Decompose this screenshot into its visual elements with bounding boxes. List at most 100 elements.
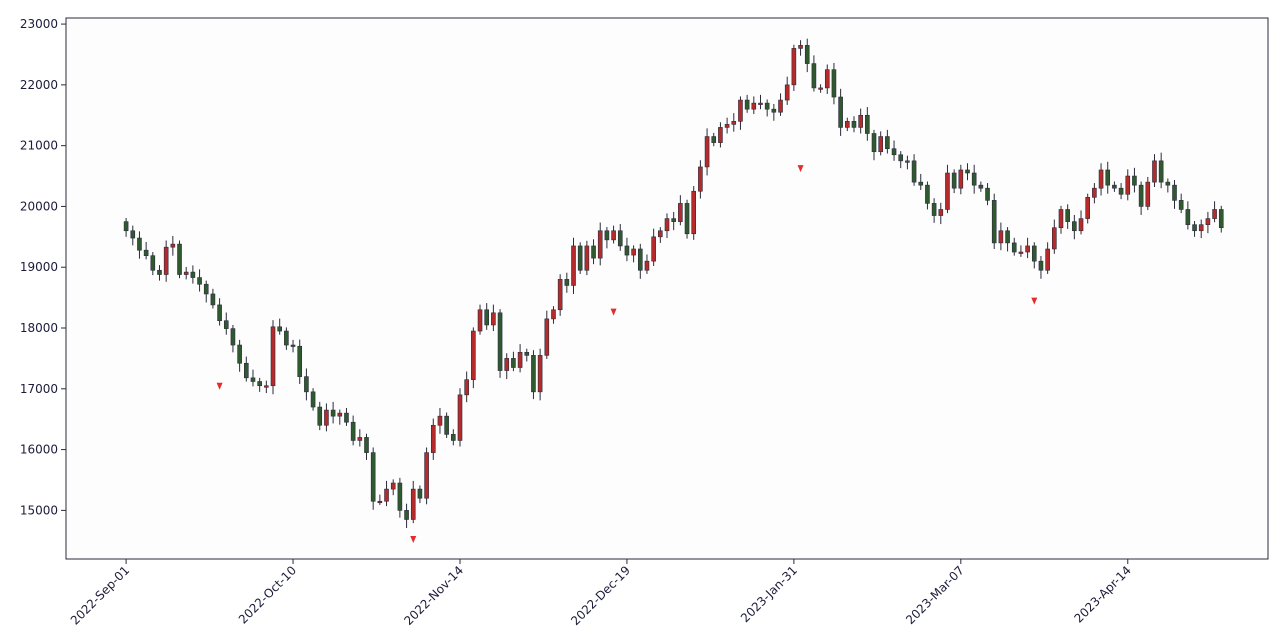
candle [417,485,423,504]
candle-body [718,127,723,143]
candle [270,320,276,395]
candle [143,241,149,260]
candle-body [1205,218,1211,225]
candle [397,477,403,518]
candle [1198,219,1204,239]
candle-body [617,230,623,247]
candle [1205,211,1211,234]
candle [350,415,356,446]
candle [163,240,169,282]
candle-body [611,230,616,241]
candle-body [424,452,429,499]
candle [985,183,990,206]
candle [203,280,209,303]
candle-body [818,87,823,90]
candle [1072,214,1077,240]
candle [1185,201,1191,230]
candle-body [637,248,643,271]
candle [1098,163,1104,196]
candle-body [591,245,596,259]
candle [1025,237,1030,259]
candle-body [471,330,476,380]
candle-body [197,277,202,285]
candle-body [417,488,423,499]
candle-body [143,249,149,256]
candle-body [457,394,463,441]
candle [971,164,977,194]
candle [1192,221,1197,237]
candle [771,104,777,121]
candle [384,480,389,507]
candle-body [871,133,877,153]
candle [531,350,536,400]
candle [457,388,463,447]
candle-body [337,412,343,417]
candle-body [971,172,977,186]
candle-body [885,136,890,149]
candle [304,368,309,401]
candle-body [1052,227,1057,250]
candle-body [531,355,536,393]
candle-body [564,279,570,286]
candle [277,318,282,335]
candle-body [811,63,817,89]
candle [597,222,603,266]
candle-body [537,355,543,393]
candle-body [350,421,356,441]
candle-body [905,160,910,163]
candle [791,44,797,91]
candle-body [370,452,376,502]
candle-body [758,102,763,105]
candle-body [1112,184,1117,189]
candle [410,480,416,524]
candle-body [651,236,656,262]
candle [197,269,202,292]
candle [1132,167,1137,193]
candle-body [304,376,309,393]
candle-body [691,190,697,235]
candle [998,222,1004,251]
candle-body [364,437,369,453]
candle [938,202,944,225]
y-axis: 15000 16000 17000 18000 19000 20000 21000 22000… [20,17,66,517]
candle [1178,193,1184,214]
candle-body [1212,209,1217,219]
candle-body [270,326,276,387]
y-tick-label: 19000 [20,260,58,274]
candle [177,240,182,279]
candle-body [911,160,917,183]
candle-body [250,377,256,382]
candle-body [284,330,289,346]
candle [1045,242,1050,274]
candle-body [751,102,757,110]
candle [711,132,717,147]
candle-body [137,237,142,251]
candle-body [477,309,483,332]
x-axis: 2022-Sep-01 2022-Oct-10 2022-Nov-14 2022-De… [68,559,1134,628]
signal-marker [410,535,417,543]
signal-marker [797,165,804,173]
y-tick-label: 16000 [20,443,58,457]
candle-body [264,385,269,388]
candle [237,339,242,372]
candle-body [170,243,176,248]
candle [257,377,262,392]
candle [437,407,443,434]
candle-body [223,320,229,329]
candle [557,274,563,316]
candle-body [577,245,583,271]
candle-body [511,358,516,368]
candle-body [678,203,683,222]
candle [751,96,757,115]
candle-body [497,312,503,371]
candle-body [844,121,850,128]
candle [931,198,937,223]
candle [644,254,650,274]
candle [451,429,456,446]
candle-body [985,187,990,201]
candle-body [230,328,236,346]
candle [511,351,516,372]
candle [631,245,636,263]
candle [637,243,643,279]
